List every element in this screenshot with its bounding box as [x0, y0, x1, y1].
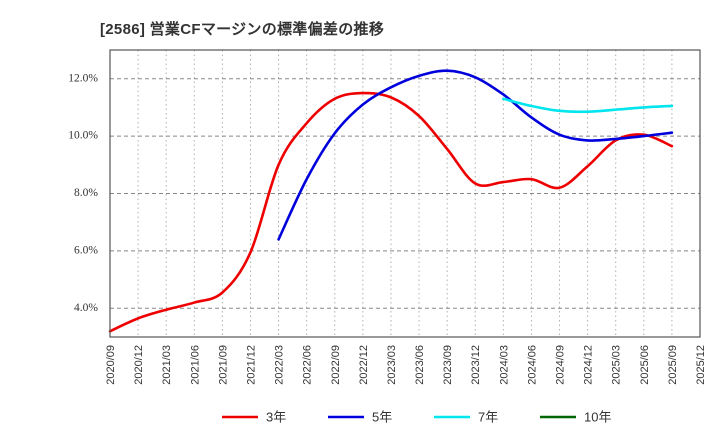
x-tick-label: 2020/09	[105, 345, 117, 385]
legend-label-3年[interactable]: 3年	[266, 409, 286, 424]
x-tick-label: 2023/12	[470, 345, 482, 385]
plot-frame	[109, 49, 701, 338]
y-tick-label: 8.0%	[74, 187, 98, 199]
y-tick-label: 10.0%	[68, 130, 98, 142]
legend-label-7年[interactable]: 7年	[478, 409, 498, 424]
y-axis-labels: 4.0% 6.0% 8.0% 10.0% 12.0%	[68, 72, 98, 314]
x-tick-label: 2022/12	[358, 345, 370, 385]
x-tick-label: 2021/09	[217, 345, 229, 385]
x-axis-labels: 2020/09 2020/12 2021/03 2021/06 2021/09 2021/…	[105, 345, 707, 385]
x-tick-label: 2021/06	[189, 345, 201, 385]
x-tick-label: 2025/12	[695, 345, 707, 385]
x-tick-label: 2022/06	[302, 345, 314, 385]
y-tick-label: 6.0%	[74, 245, 98, 257]
x-tick-label: 2024/09	[555, 345, 567, 385]
legend-label-10年[interactable]: 10年	[584, 409, 611, 424]
x-tick-label: 2023/03	[386, 345, 398, 385]
legend-label-5年[interactable]: 5年	[372, 409, 392, 424]
x-tick-label: 2024/12	[583, 345, 595, 385]
horizontal-gridlines	[110, 78, 700, 309]
x-tick-label: 2023/06	[414, 345, 426, 385]
x-tick-label: 2024/03	[498, 345, 510, 385]
x-tick-label: 2023/09	[442, 345, 454, 385]
x-tick-label: 2025/03	[611, 345, 623, 385]
y-tick-label: 12.0%	[68, 72, 98, 84]
series-group	[108, 69, 674, 333]
x-tick-label: 2021/03	[161, 345, 173, 385]
page-title: [2586] 営業CFマージンの標準偏差の推移	[100, 21, 385, 38]
series-line-3年	[108, 91, 674, 333]
x-tick-label: 2024/06	[526, 345, 538, 385]
x-tick-label: 2025/06	[639, 345, 651, 385]
y-tick-label: 4.0%	[74, 302, 98, 314]
series-line-7年	[502, 97, 674, 114]
x-tick-label: 2021/12	[245, 345, 257, 385]
x-tick-label: 2020/12	[133, 345, 145, 385]
x-tick-label: 2022/03	[274, 345, 286, 385]
x-tick-label: 2022/09	[330, 345, 342, 385]
series-line-5年	[277, 69, 674, 241]
x-tick-label: 2025/09	[667, 345, 679, 385]
chart-legend: 3年 5年 7年 10年	[222, 409, 611, 424]
